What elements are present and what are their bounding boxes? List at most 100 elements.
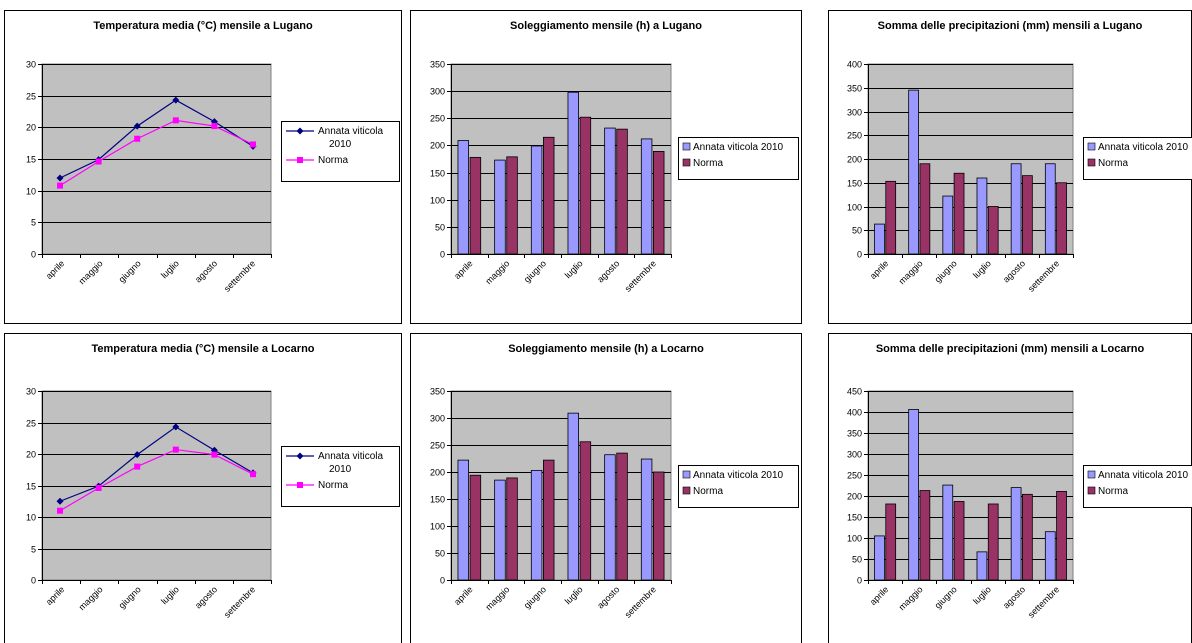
bar-annata [908, 89, 919, 255]
legend-label: Annata viticola 2010 [693, 142, 784, 153]
bar-norma [579, 116, 592, 255]
y-tick-label: 10 [26, 187, 36, 197]
bar-annata [604, 454, 616, 581]
legend-swatch [682, 158, 691, 167]
line-norma [59, 448, 254, 512]
legend-swatch [1087, 486, 1096, 495]
bar-annata [976, 551, 988, 581]
bar-annata [874, 223, 885, 255]
y-tick-label: 15 [26, 482, 36, 492]
bar-norma [506, 156, 518, 255]
bar-annata [604, 127, 616, 255]
y-tick-label: 25 [26, 92, 36, 102]
y-tick-label: 20 [26, 450, 36, 460]
legend-box [678, 137, 799, 180]
y-tick-label: 100 [430, 522, 445, 532]
marker-norma [134, 135, 141, 142]
legend-label: Annata viticola 2010 [1098, 142, 1189, 153]
y-tick-label: 350 [847, 84, 862, 94]
y-tick-label: 250 [430, 441, 445, 451]
marker-norma [250, 471, 256, 478]
plot-area [867, 390, 1074, 581]
marker-norma [250, 141, 256, 148]
legend-marker [296, 127, 304, 135]
legend-box [678, 465, 799, 508]
y-tick-label: 100 [847, 203, 862, 213]
legend-marker [297, 157, 303, 163]
chart-title: Temperatura media (°C) mensile a Locarno [91, 343, 314, 355]
bar-norma [469, 156, 482, 255]
legend-label: Annata viticola 2010 [693, 470, 784, 481]
bar-annata [942, 484, 954, 581]
marker-norma [95, 158, 102, 165]
bar-annata [908, 409, 919, 581]
marker-annata [172, 96, 180, 104]
legend-label: Norma [318, 480, 348, 491]
legend: Annata viticola 2010 Norma [1083, 465, 1192, 508]
y-tick-label: 100 [430, 196, 445, 206]
line-norma [59, 119, 254, 187]
marker-norma [172, 117, 179, 124]
y-tick-label: 250 [847, 131, 862, 141]
y-tick-label: 200 [847, 155, 862, 165]
bar-annata [942, 195, 954, 255]
plot-area [450, 390, 672, 581]
legend-label: Annata viticola 2010 [1098, 470, 1189, 481]
bar-annata [530, 145, 543, 255]
chart-title: Soleggiamento mensile (h) a Lugano [510, 20, 702, 32]
y-tick-label: 200 [430, 141, 445, 151]
y-tick-label: 0 [440, 576, 445, 586]
y-tick-label: 150 [430, 495, 445, 505]
bar-norma [987, 503, 999, 581]
y-tick-label: 350 [847, 429, 862, 439]
bar-norma [1056, 490, 1067, 581]
marker-norma [57, 182, 63, 189]
bar-annata [1044, 163, 1056, 255]
bar-annata [457, 140, 470, 255]
bar-annata [640, 458, 653, 581]
bar-norma [885, 503, 897, 581]
bar-norma [919, 490, 931, 581]
bar-annata [457, 459, 470, 581]
chart-3: Somma delle precipitazioni (mm) mensili … [828, 10, 1192, 324]
bar-annata [567, 91, 580, 255]
legend-marker [296, 452, 304, 460]
legend: Annata viticola 2010 Norma [281, 446, 400, 507]
bar-norma [469, 474, 482, 581]
y-tick-label: 30 [26, 387, 36, 397]
y-tick-label: 0 [31, 576, 36, 586]
bar-annata [567, 412, 580, 581]
y-tick-label: 250 [430, 114, 445, 124]
line-annata [59, 426, 254, 502]
y-tick-label: 20 [26, 123, 36, 133]
y-tick-label: 250 [847, 471, 862, 481]
y-tick-label: 300 [847, 108, 862, 118]
y-tick-label: 300 [430, 87, 445, 97]
y-tick-label: 5 [31, 545, 36, 555]
marker-norma [211, 451, 218, 458]
legend-box [1083, 137, 1192, 180]
chart-6: Somma delle precipitazioni (mm) mensili … [828, 333, 1192, 643]
legend-label: Norma [693, 486, 723, 497]
legend-swatch [1087, 142, 1096, 151]
y-tick-label: 400 [847, 408, 862, 418]
y-tick-label: 0 [440, 250, 445, 260]
bar-norma [653, 471, 665, 581]
plot-area [450, 63, 672, 255]
bar-norma [953, 172, 965, 255]
legend-label: Annata viticola 2010 [318, 126, 383, 150]
y-tick-label: 150 [430, 169, 445, 179]
bar-norma [543, 459, 555, 581]
legend: Annata viticola 2010 Norma [1083, 137, 1192, 180]
legend: Annata viticola 2010 Norma [678, 137, 799, 180]
marker-norma [172, 446, 179, 453]
chart-5: Soleggiamento mensile (h) a Locarno 0 50 10… [410, 333, 802, 643]
y-tick-label: 30 [26, 60, 36, 70]
y-tick-label: 350 [430, 387, 445, 397]
y-tick-label: 350 [430, 60, 445, 70]
legend-label: Annata viticola 2010 [318, 451, 383, 475]
marker-norma [134, 463, 141, 470]
chart-title: Soleggiamento mensile (h) a Locarno [508, 343, 704, 355]
y-tick-label: 0 [857, 250, 862, 260]
